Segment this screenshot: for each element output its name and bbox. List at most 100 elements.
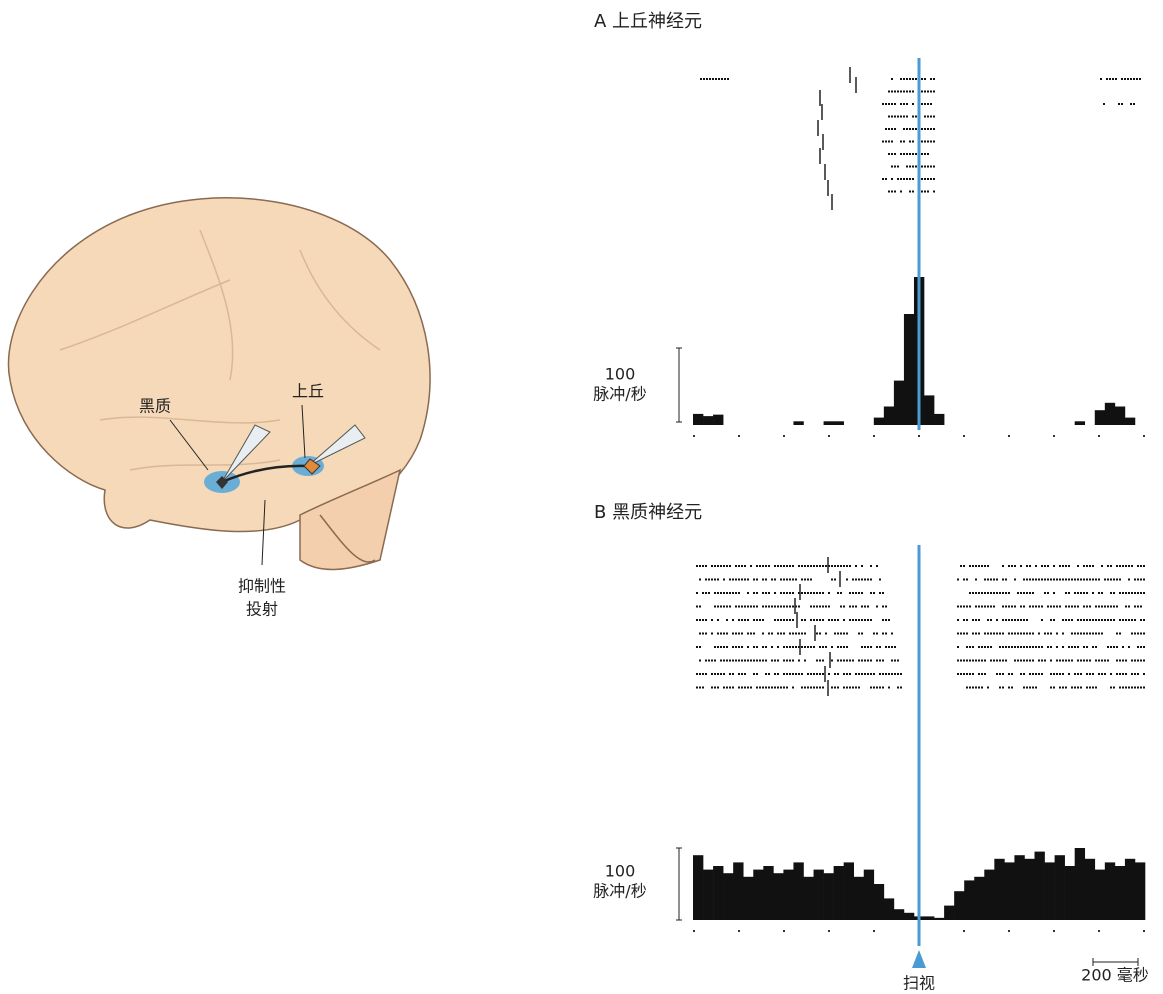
- raster-spike: [792, 686, 794, 689]
- raster-spike: [900, 115, 902, 118]
- raster-spike: [921, 90, 923, 93]
- raster-spike: [1074, 605, 1076, 608]
- raster-spike: [1143, 565, 1145, 567]
- raster-spike: [891, 115, 893, 118]
- raster-spike: [777, 565, 779, 567]
- raster-spike: [1005, 578, 1007, 581]
- raster-spike: [738, 619, 740, 621]
- raster-spike: [720, 673, 722, 675]
- raster-spike: [703, 78, 705, 80]
- raster-spike: [927, 128, 929, 130]
- raster-spike: [708, 659, 710, 662]
- raster-spike: [1008, 646, 1010, 648]
- raster-spike: [709, 78, 711, 80]
- raster-spike: [726, 686, 728, 689]
- raster-spike: [882, 592, 884, 594]
- raster-spike: [933, 165, 935, 168]
- raster-spike: [1029, 659, 1031, 662]
- raster-spike: [711, 686, 713, 689]
- raster-spike: [1041, 619, 1043, 621]
- raster-spike: [762, 592, 764, 594]
- raster-spike: [1023, 686, 1025, 689]
- raster-spike: [1125, 659, 1127, 662]
- raster-spike: [741, 686, 743, 689]
- raster-spike: [921, 190, 923, 193]
- raster-spike: [741, 673, 743, 675]
- histogram-bar: [813, 869, 824, 920]
- raster-spike: [1014, 632, 1016, 635]
- raster-spike: [1101, 565, 1103, 567]
- raster-spike: [1062, 686, 1064, 689]
- axis-tick: [828, 435, 830, 437]
- raster-spike: [717, 619, 719, 621]
- raster-spike: [1110, 565, 1112, 567]
- raster-spike: [1032, 673, 1034, 675]
- histogram-bar: [984, 869, 995, 920]
- raster-spike: [792, 659, 794, 662]
- raster-spike: [900, 673, 902, 675]
- raster-spike: [1092, 565, 1094, 567]
- raster-spike: [861, 632, 863, 635]
- raster-spike: [711, 632, 713, 635]
- raster-spike: [714, 673, 716, 675]
- raster-spike: [924, 140, 926, 143]
- raster-spike: [984, 605, 986, 608]
- raster-spike: [891, 632, 893, 635]
- raster-spike: [963, 659, 965, 662]
- raster-spike: [1050, 686, 1052, 689]
- histogram-bar: [833, 866, 844, 920]
- raster-spike: [978, 659, 980, 662]
- raster-spike: [957, 605, 959, 608]
- raster-spike: [1119, 659, 1121, 662]
- raster-spike: [912, 115, 914, 118]
- raster-spike: [804, 619, 806, 621]
- raster-spike: [882, 632, 884, 635]
- raster-spike: [1029, 578, 1031, 581]
- raster-spike: [726, 659, 728, 662]
- raster-spike: [738, 592, 740, 594]
- raster-spike: [879, 673, 881, 675]
- raster-spike: [1092, 673, 1094, 675]
- histogram-bar: [1114, 866, 1126, 920]
- raster-spike: [744, 605, 746, 608]
- raster-spike: [1083, 632, 1085, 635]
- axis-tick: [1053, 435, 1055, 437]
- raster-spike: [1086, 578, 1088, 581]
- raster-spike: [711, 619, 713, 621]
- raster-spike: [1125, 605, 1127, 608]
- raster-spike: [969, 565, 971, 567]
- raster-spike: [786, 673, 788, 675]
- raster-spike: [924, 90, 926, 93]
- label-line: [169, 404, 306, 566]
- raster-spike: [930, 78, 932, 80]
- raster-spike: [699, 565, 701, 567]
- raster-spike: [888, 140, 890, 143]
- raster-spike: [699, 646, 701, 648]
- raster-spike: [1053, 605, 1055, 608]
- raster-spike: [909, 128, 911, 130]
- saccade-arrow: [912, 950, 926, 968]
- raster-spike: [777, 659, 779, 662]
- histogram-bar: [783, 869, 794, 920]
- raster-spike: [756, 646, 758, 648]
- raster-spike: [708, 592, 710, 594]
- raster-spike: [1089, 673, 1091, 675]
- raster-spike: [753, 578, 755, 581]
- raster-spike: [972, 632, 974, 635]
- histogram-bar: [1114, 406, 1126, 425]
- raster-spike: [1053, 619, 1055, 621]
- axis-tick: [738, 435, 740, 437]
- raster-spike: [975, 565, 977, 567]
- raster-spike: [777, 619, 779, 621]
- raster-spike: [771, 646, 773, 648]
- raster-spike: [849, 592, 851, 594]
- raster-spike: [849, 686, 851, 689]
- raster-spike: [1113, 592, 1115, 594]
- raster-spike: [780, 619, 782, 621]
- raster-spike: [759, 565, 761, 567]
- raster-spike: [1035, 646, 1037, 648]
- raster-spike: [747, 632, 749, 635]
- raster-spike: [1122, 659, 1124, 662]
- raster-spike: [1035, 605, 1037, 608]
- raster-spike: [1068, 659, 1070, 662]
